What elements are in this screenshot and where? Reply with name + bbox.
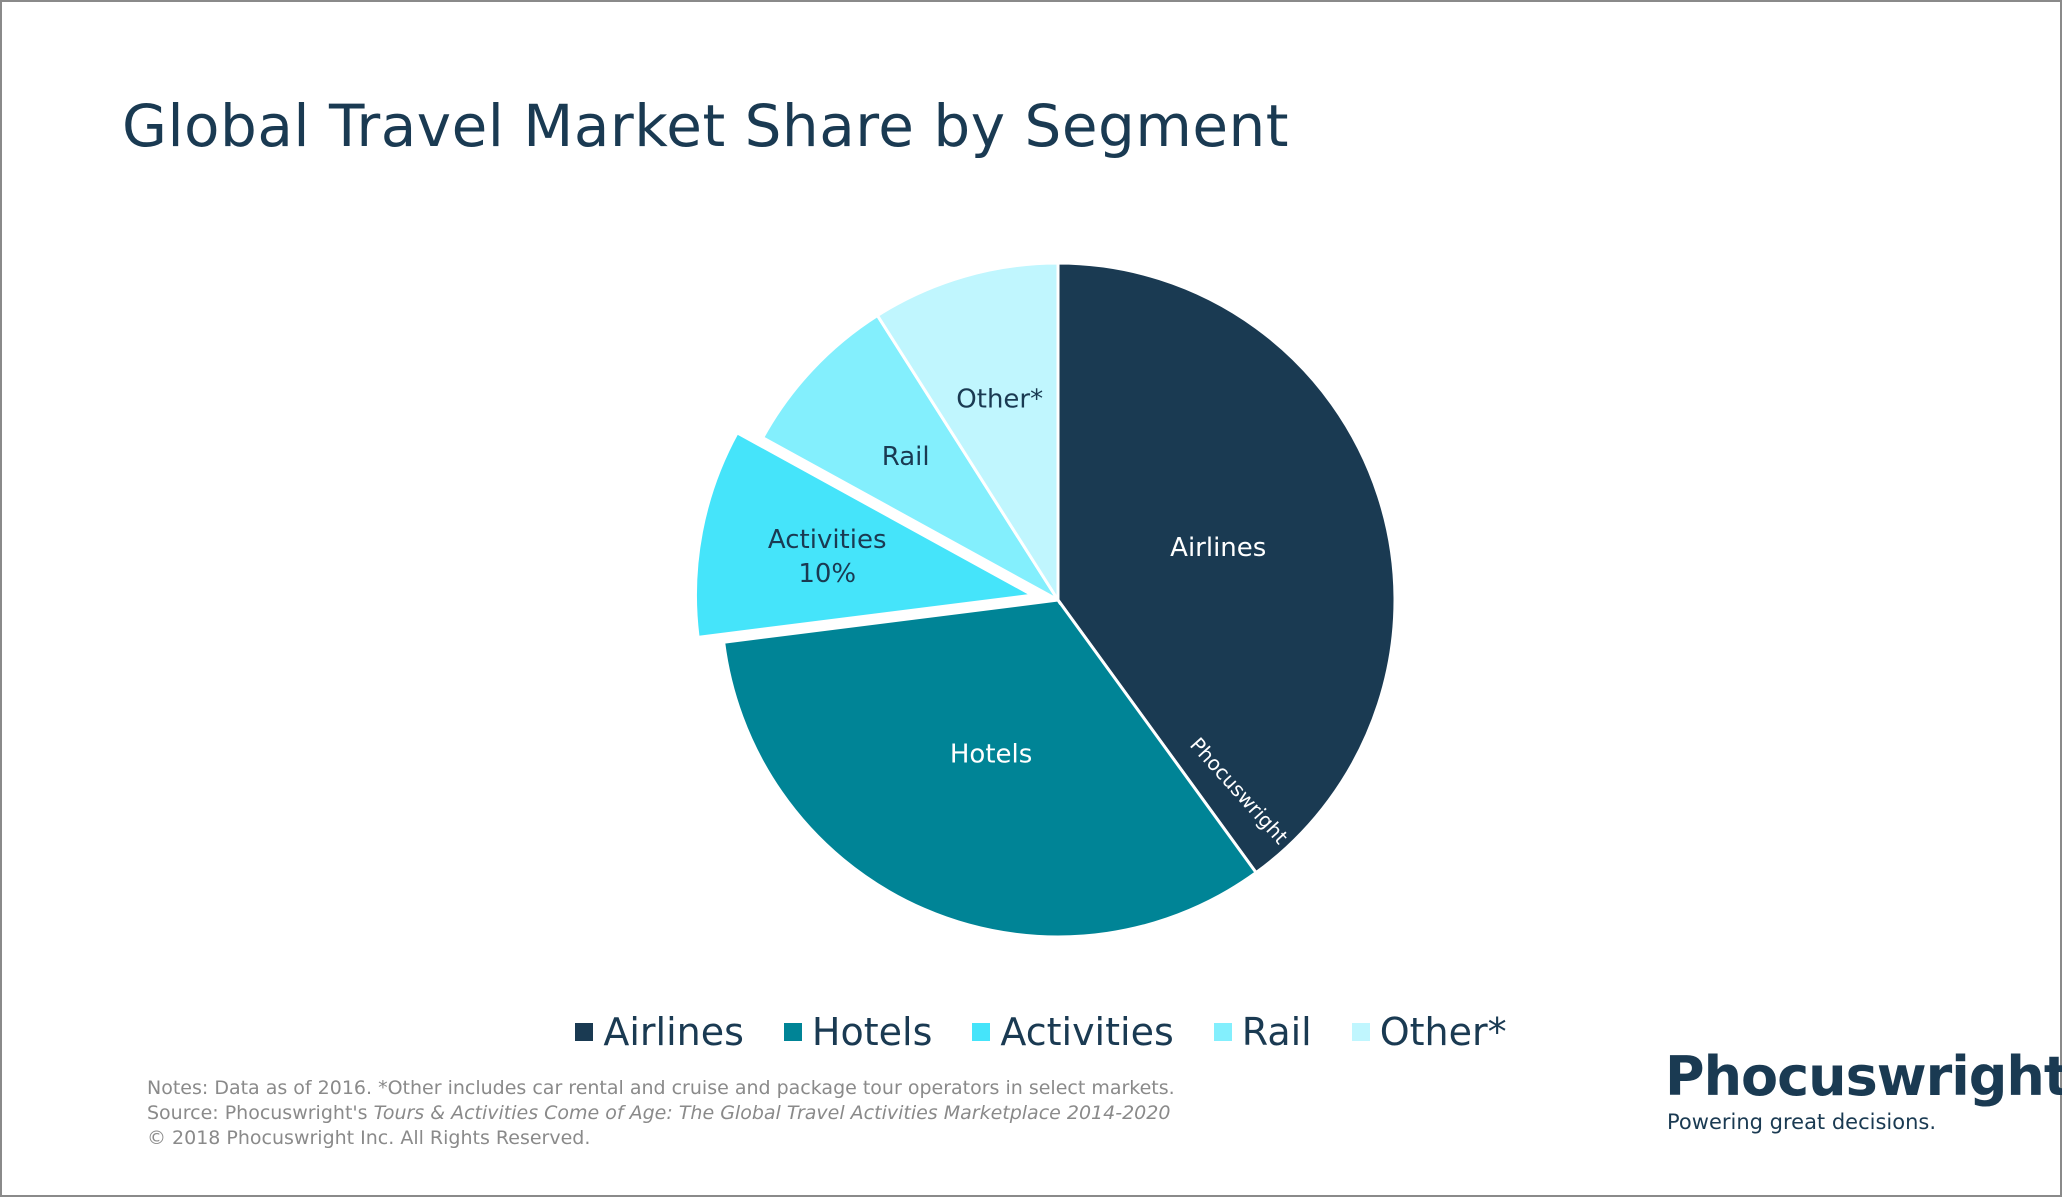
legend-item: Other* <box>1351 1010 1507 1054</box>
legend-label: Rail <box>1241 1010 1312 1054</box>
pie-slice-other <box>875 261 1060 606</box>
notes-line: Notes: Data as of 2016. *Other includes … <box>147 1077 1175 1099</box>
brand-name: Phocuswright <box>1665 1045 2062 1108</box>
source-line: Source: Phocuswright's Tours & Activitie… <box>147 1101 1175 1126</box>
slice-label-rail: Rail <box>882 442 930 472</box>
legend-swatch <box>783 1023 802 1041</box>
chart-title: Global Travel Market Share by Segment <box>122 92 1290 160</box>
source-title: Tours & Activities Come of Age: The Glob… <box>373 1102 1171 1124</box>
legend-swatch <box>1351 1023 1370 1041</box>
pie-slice-airlines <box>1056 261 1397 875</box>
brand-name-text: Phocuswright <box>1665 1045 2062 1108</box>
legend-swatch <box>972 1023 991 1041</box>
brand-tagline: Powering great decisions. <box>1667 1110 1937 1134</box>
legend-swatch <box>1213 1023 1232 1041</box>
legend-label: Hotels <box>811 1010 933 1054</box>
legend-item: Hotels <box>783 1010 933 1054</box>
legend-item: Activities <box>972 1010 1174 1054</box>
slice-label-hotels: Hotels <box>950 740 1032 770</box>
chart-legend: Airlines Hotels Activities Rail Other* <box>0 1010 2062 1054</box>
chart-notes: Notes: Data as of 2016. *Other includes … <box>147 1076 1175 1151</box>
pie-slice-rail <box>760 313 1060 602</box>
slice-label-airlines: Airlines <box>1170 533 1266 563</box>
legend-swatch <box>575 1023 594 1041</box>
pie-slice-hotels <box>721 598 1259 939</box>
legend-item: Airlines <box>575 1010 744 1054</box>
slice-label-activities: Activities <box>768 525 887 555</box>
slice-value-activities: 10% <box>798 559 856 589</box>
copyright-line: © 2018 Phocuswright Inc. All Rights Rese… <box>147 1127 591 1149</box>
pie-slice-activities <box>693 430 1038 640</box>
slice-label-other: Other* <box>956 384 1043 414</box>
legend-item: Rail <box>1213 1010 1312 1054</box>
brand-logo: Phocuswright Powering great decisions. <box>1665 1045 2062 1134</box>
source-prefix: Source: Phocuswright's <box>147 1102 374 1124</box>
legend-label: Airlines <box>603 1010 744 1054</box>
legend-label: Activities <box>1000 1010 1174 1054</box>
legend-label: Other* <box>1379 1010 1507 1054</box>
